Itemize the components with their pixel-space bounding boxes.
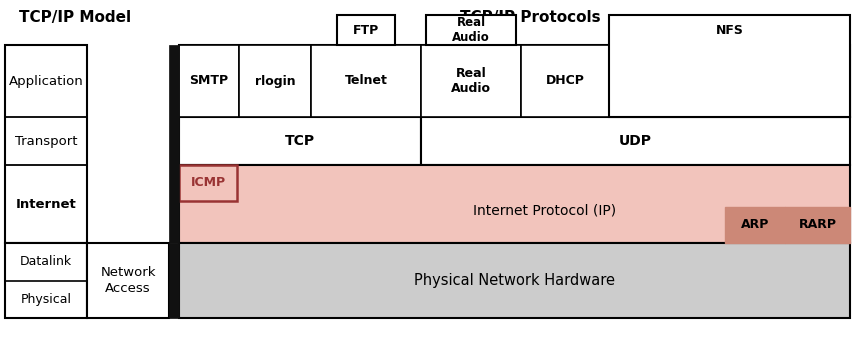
Text: TCP/IP Protocols: TCP/IP Protocols bbox=[460, 10, 600, 25]
Bar bbox=[179, 45, 239, 117]
Text: RARP: RARP bbox=[798, 219, 837, 232]
Bar bbox=[421, 45, 521, 117]
Bar bbox=[609, 15, 850, 117]
Bar bbox=[5, 243, 87, 318]
Text: DHCP: DHCP bbox=[545, 75, 585, 87]
Text: Real
Audio: Real Audio bbox=[451, 67, 491, 95]
Text: Transport: Transport bbox=[15, 135, 77, 147]
Bar bbox=[785, 207, 850, 243]
Text: Application: Application bbox=[9, 75, 83, 87]
Text: Datalink: Datalink bbox=[20, 255, 72, 268]
Text: TCP: TCP bbox=[285, 134, 315, 148]
Bar bbox=[87, 243, 169, 318]
Bar bbox=[311, 45, 421, 117]
Bar bbox=[179, 165, 850, 243]
Bar bbox=[521, 45, 609, 117]
Bar bbox=[179, 117, 421, 165]
Bar bbox=[5, 45, 87, 243]
Bar bbox=[725, 207, 785, 243]
Text: TCP/IP Model: TCP/IP Model bbox=[19, 10, 131, 25]
Bar bbox=[169, 243, 179, 318]
Bar bbox=[239, 45, 311, 117]
Text: Telnet: Telnet bbox=[345, 75, 388, 87]
Bar bbox=[421, 117, 850, 165]
Text: FTP: FTP bbox=[353, 23, 379, 37]
Text: Network
Access: Network Access bbox=[101, 266, 156, 295]
Text: Internet Protocol (IP): Internet Protocol (IP) bbox=[473, 203, 616, 217]
Text: SMTP: SMTP bbox=[189, 75, 229, 87]
Bar bbox=[169, 45, 179, 243]
Text: ICMP: ICMP bbox=[190, 177, 225, 190]
Text: Physical Network Hardware: Physical Network Hardware bbox=[414, 273, 615, 288]
Bar bbox=[179, 243, 850, 318]
Bar bbox=[179, 165, 237, 201]
Text: UDP: UDP bbox=[619, 134, 652, 148]
Bar bbox=[426, 15, 516, 45]
Bar bbox=[337, 15, 395, 45]
Text: Physical: Physical bbox=[21, 293, 71, 306]
Text: ARP: ARP bbox=[740, 219, 769, 232]
Text: Internet: Internet bbox=[15, 198, 77, 211]
Text: NFS: NFS bbox=[716, 23, 743, 37]
Bar bbox=[179, 45, 850, 117]
Text: rlogin: rlogin bbox=[255, 75, 295, 87]
Text: Real
Audio: Real Audio bbox=[452, 16, 490, 44]
